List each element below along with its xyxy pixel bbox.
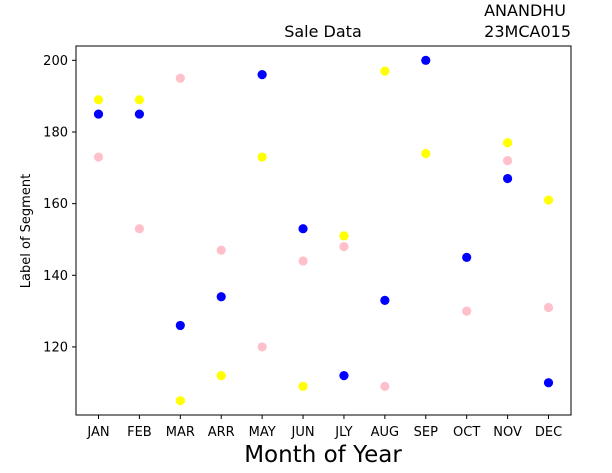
author-name: ANANDHU [484,1,566,20]
scatter-point [421,148,431,159]
scatter-point [175,396,185,406]
author-id: 23MCA015 [484,22,571,41]
y-tick-label: 200 [43,54,68,69]
scatter-point [257,152,267,162]
x-tick-label: DEC [535,425,562,440]
x-tick-label: MAY [249,425,276,440]
scatter-point [134,95,145,105]
y-tick-label: 140 [43,269,68,284]
y-tick-label: 180 [43,125,68,140]
scatter-point [380,381,390,391]
scatter-point [93,95,104,105]
scatter-point [339,231,349,241]
scatter-point [421,55,431,65]
x-axis-label: Month of Year [244,442,402,468]
scatter-point [339,370,349,381]
scatter-point [175,73,185,83]
scatter-point [339,242,349,252]
scatter-point [543,302,554,313]
scatter-point [93,109,104,119]
scatter-point [93,152,104,162]
x-tick-label: MAR [166,425,195,440]
scatter-point [298,224,308,234]
x-tick-label: AUG [371,425,399,440]
scatter-point [462,252,472,262]
scatter-point [502,173,513,184]
x-tick-label: FEB [127,425,152,440]
scatter-point [134,224,145,234]
y-axis-label: Label of Segment [19,174,34,288]
plot-area [75,45,572,416]
scatter-point [502,138,513,148]
scatter-point [380,66,390,76]
x-tick-label: NOV [493,425,522,440]
x-tick-label: JAN [86,425,109,440]
data-points [93,55,554,406]
x-tick-label: ARR [208,425,235,440]
scatter-point [380,295,390,305]
scatter-point [462,306,472,316]
scatter-point [298,381,308,391]
x-tick-label: SEP [414,425,438,440]
x-tick-label: JLY [334,425,352,440]
scatter-point [502,156,513,166]
y-tick-label: 160 [43,197,68,212]
scatter-point [543,195,554,205]
scatter-point [257,70,267,80]
scatter-point [257,342,267,352]
scatter-point [298,256,308,266]
scatter-point [216,370,226,381]
scatter-point [175,320,185,331]
chart-title: Sale Data [284,22,362,41]
x-tick-label: OCT [453,425,480,440]
scatter-point [216,245,226,255]
axis-ticks: JAN FEB MAR ARR MAY JUN JLY AUG SEP OCT NOV DEC 120 1… [43,54,562,440]
y-tick-label: 120 [43,340,68,355]
scatter-point [543,378,554,388]
scatter-point [134,109,145,119]
x-tick-label: JUN [291,425,315,440]
scatter-point [216,292,226,302]
